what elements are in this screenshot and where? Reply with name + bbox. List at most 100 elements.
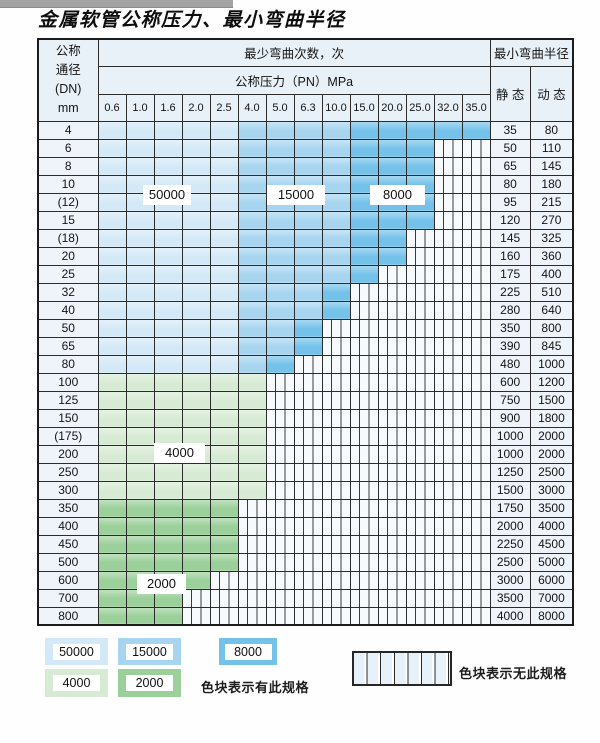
spec-cell <box>153 210 183 230</box>
nospec-cell <box>405 552 435 572</box>
dn-cell: (18) <box>37 228 99 248</box>
spec-cell <box>153 228 183 248</box>
spec-cell <box>125 120 155 140</box>
nospec-cell <box>433 336 463 356</box>
nospec-cell <box>377 282 407 302</box>
spec-cell <box>321 300 351 320</box>
static-cell: 280 <box>489 300 531 320</box>
spec-cell <box>181 534 211 554</box>
spec-cell <box>97 462 127 482</box>
nospec-cell <box>377 426 407 446</box>
spec-cell <box>293 336 323 356</box>
nospec-cell <box>349 300 379 320</box>
dynamic-cell: 4500 <box>529 534 574 554</box>
header-row-1: 公称 通径 (DN) mm 最少弯曲次数，次 最小弯曲半径 <box>37 38 574 122</box>
table-row: 4 35 80 <box>37 120 574 140</box>
dynamic-cell: 3000 <box>529 480 574 500</box>
spec-cell <box>125 534 155 554</box>
spec-cell <box>181 120 211 140</box>
nospec-cell <box>433 570 463 590</box>
nospec-cell <box>237 606 267 626</box>
spec-cell <box>153 408 183 428</box>
dn-cell: 800 <box>37 606 99 626</box>
dn-cell: 4 <box>37 120 99 140</box>
nospec-cell <box>349 426 379 446</box>
static-cell: 2000 <box>489 516 531 536</box>
nospec-cell <box>377 498 407 518</box>
table-row: 400 2000 4000 <box>37 516 574 536</box>
nospec-cell <box>349 552 379 572</box>
nospec-cell <box>321 354 351 374</box>
spec-cell <box>181 570 211 590</box>
nospec-cell <box>377 408 407 428</box>
spec-cell <box>405 156 435 176</box>
overlay-label-15000: 15000 <box>267 185 325 205</box>
static-cell: 120 <box>489 210 531 230</box>
nospec-cell <box>293 588 323 608</box>
spec-cell <box>321 228 351 248</box>
nospec-cell <box>349 462 379 482</box>
spec-cell <box>209 516 239 536</box>
nospec-cell <box>321 498 351 518</box>
nospec-cell <box>209 606 239 626</box>
pressure-column-header: 2.5 <box>209 93 239 122</box>
nospec-cell <box>349 498 379 518</box>
nospec-cell <box>405 264 435 284</box>
nospec-cell <box>293 570 323 590</box>
nospec-cell <box>405 228 435 248</box>
spec-cell <box>377 156 407 176</box>
nospec-cell <box>405 570 435 590</box>
nospec-cell <box>321 570 351 590</box>
dn-cell: 350 <box>37 498 99 518</box>
pressure-column-header: 10.0 <box>321 93 351 122</box>
static-cell: 4000 <box>489 606 531 626</box>
static-cell: 1000 <box>489 444 531 464</box>
nospec-cell <box>461 354 491 374</box>
spec-cell <box>97 318 127 338</box>
spec-cell <box>237 462 267 482</box>
spec-cell <box>265 156 295 176</box>
spec-cell <box>125 516 155 536</box>
spec-cell <box>125 390 155 410</box>
legend-swatch-label: 8000 <box>224 643 272 660</box>
dn-cell: 250 <box>37 462 99 482</box>
dynamic-cell: 80 <box>529 120 574 140</box>
nospec-cell <box>293 606 323 626</box>
spec-cell <box>181 336 211 356</box>
dn-cell: 32 <box>37 282 99 302</box>
nospec-cell <box>377 300 407 320</box>
nospec-cell <box>433 174 463 194</box>
nospec-cell <box>293 462 323 482</box>
nospec-cell <box>461 552 491 572</box>
spec-cell <box>153 138 183 158</box>
dn-header-line: 公称 <box>55 44 81 59</box>
spec-cell <box>181 516 211 536</box>
table-row: 15 120 270 <box>37 210 574 230</box>
spec-cell <box>181 264 211 284</box>
table-row: 450 2250 4500 <box>37 534 574 554</box>
spec-cell <box>405 120 435 140</box>
spec-cell <box>97 570 127 590</box>
pressure-column-header: 15.0 <box>349 93 379 122</box>
spec-cell <box>209 210 239 230</box>
spec-cell <box>237 408 267 428</box>
spec-cell <box>209 174 239 194</box>
nospec-cell <box>377 444 407 464</box>
nospec-cell <box>461 588 491 608</box>
dynamic-cell: 110 <box>529 138 574 158</box>
spec-cell <box>97 336 127 356</box>
table-row: 800 4000 8000 <box>37 606 574 626</box>
dn-cell: 200 <box>37 444 99 464</box>
static-cell: 350 <box>489 318 531 338</box>
nospec-cell <box>377 534 407 554</box>
spec-cell <box>377 228 407 248</box>
spec-cell <box>293 228 323 248</box>
spec-cell <box>125 462 155 482</box>
legend-swatch-8000: 8000 <box>219 638 277 665</box>
spec-cell <box>265 300 295 320</box>
nospec-cell <box>433 318 463 338</box>
spec-cell <box>125 372 155 392</box>
spec-cell <box>265 354 295 374</box>
nospec-cell <box>405 588 435 608</box>
dynamic-cell: 360 <box>529 246 574 266</box>
